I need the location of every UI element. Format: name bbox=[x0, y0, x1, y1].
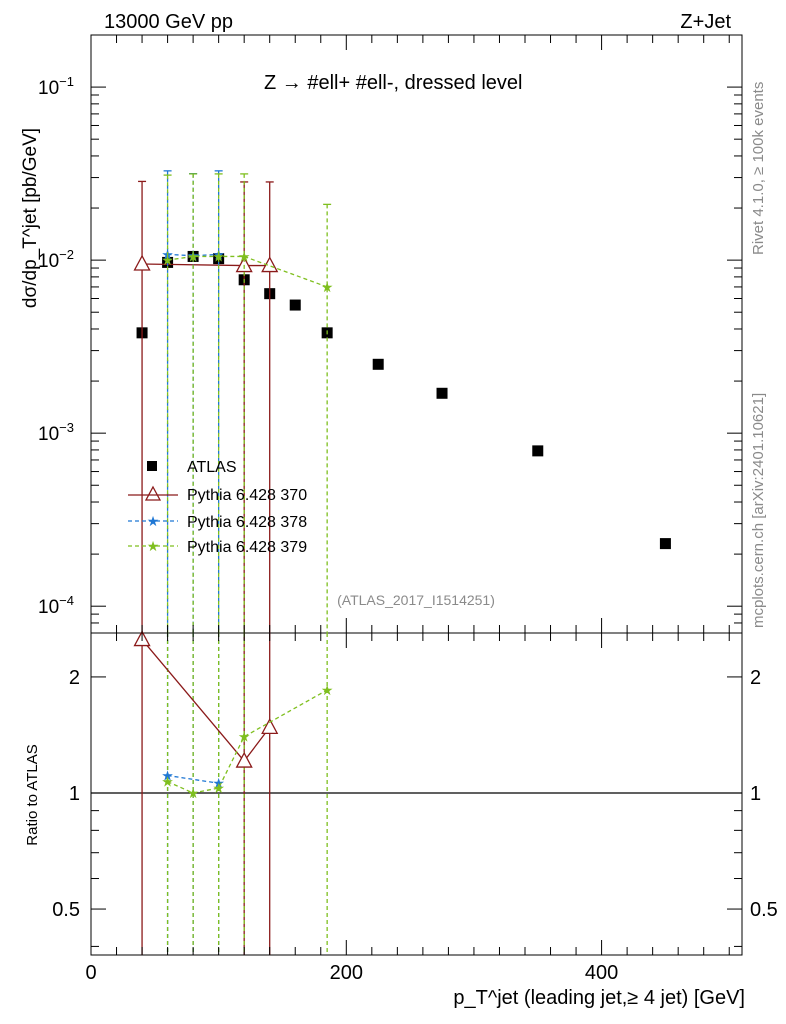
legend-label-378: Pythia 6.428 378 bbox=[187, 514, 307, 531]
ratio-series-line bbox=[141, 639, 271, 763]
y-tick-label: 10−2 bbox=[38, 247, 74, 272]
data-point bbox=[532, 445, 544, 457]
ratio-point: ★ bbox=[161, 774, 174, 790]
analysis-id: (ATLAS_2017_I1514251) bbox=[337, 592, 495, 608]
data-point bbox=[372, 358, 384, 370]
x-axis-title: p_T^jet (leading jet,≥ 4 jet) [GeV] bbox=[453, 987, 745, 1009]
legend-marker-379: ★ bbox=[147, 538, 160, 554]
legend: ATLAS Pythia 6.428 370 ★ Pythia 6.428 37… bbox=[128, 459, 307, 556]
mcplots-source-label: mcplots.cern.ch [arXiv:2401.10621] bbox=[750, 393, 767, 628]
legend-marker-378: ★ bbox=[147, 513, 160, 529]
process-title: Z+Jet bbox=[680, 11, 731, 33]
y-tick-label: 10−4 bbox=[38, 593, 74, 618]
legend-label-atlas: ATLAS bbox=[187, 459, 237, 476]
ratio-point: ★ bbox=[212, 780, 225, 796]
ratio-point: ★ bbox=[212, 775, 225, 791]
data-point: ★ bbox=[321, 279, 334, 295]
process-label: Z → #ell+ #ell-, dressed level bbox=[264, 72, 522, 94]
legend-label-379: Pythia 6.428 379 bbox=[187, 539, 307, 556]
ratio-y-tick-label-right: 0.5 bbox=[750, 899, 778, 921]
data-point: ★ bbox=[238, 248, 251, 264]
ratio-series-line bbox=[167, 774, 219, 784]
data-point bbox=[133, 254, 151, 271]
rivet-version-label: Rivet 4.1.0, ≥ 100k events bbox=[750, 82, 767, 255]
collision-label: 13000 GeV pp bbox=[104, 11, 233, 33]
ratio-y-tick-label-right: 1 bbox=[750, 783, 761, 805]
ratio-point: ★ bbox=[161, 768, 174, 784]
series-line bbox=[167, 255, 328, 288]
legend-label-370: Pythia 6.428 370 bbox=[187, 487, 307, 504]
y-axis-title: dσ/dp_T^jet [pb/GeV] bbox=[20, 128, 41, 308]
x-tick-label: 200 bbox=[330, 962, 363, 984]
ratio-point: ★ bbox=[238, 729, 251, 745]
ratio-y-tick-label: 1 bbox=[69, 783, 80, 805]
data-point: ★ bbox=[161, 252, 174, 268]
data-point bbox=[289, 299, 301, 311]
legend-marker-atlas bbox=[147, 461, 157, 471]
data-point bbox=[235, 256, 253, 273]
x-tick-label: 400 bbox=[585, 962, 618, 984]
data-point: ★ bbox=[187, 248, 200, 264]
ratio-y-tick-label: 2 bbox=[69, 667, 80, 689]
data-point bbox=[659, 538, 671, 550]
data-point: ★ bbox=[187, 248, 200, 264]
series-line bbox=[167, 253, 219, 257]
ratio-point: ★ bbox=[321, 682, 334, 698]
y-tick-label: 10−1 bbox=[38, 74, 74, 99]
data-point bbox=[436, 387, 448, 399]
ratio-point bbox=[235, 751, 253, 768]
x-tick-label: 0 bbox=[85, 962, 96, 984]
y-tick-label: 10−3 bbox=[38, 420, 74, 445]
ratio-point: ★ bbox=[187, 785, 200, 801]
data-point bbox=[187, 250, 199, 262]
ratio-y-tick-label: 0.5 bbox=[52, 899, 80, 921]
data-point: ★ bbox=[212, 248, 225, 264]
legend-marker-370 bbox=[144, 485, 162, 501]
ratio-y-tick-label-right: 2 bbox=[750, 667, 761, 689]
ratio-axis-title: Ratio to ATLAS bbox=[24, 744, 41, 845]
ratio-plot-frame bbox=[90, 632, 743, 956]
ratio-series-line bbox=[167, 689, 328, 794]
ratio-point bbox=[261, 717, 279, 734]
